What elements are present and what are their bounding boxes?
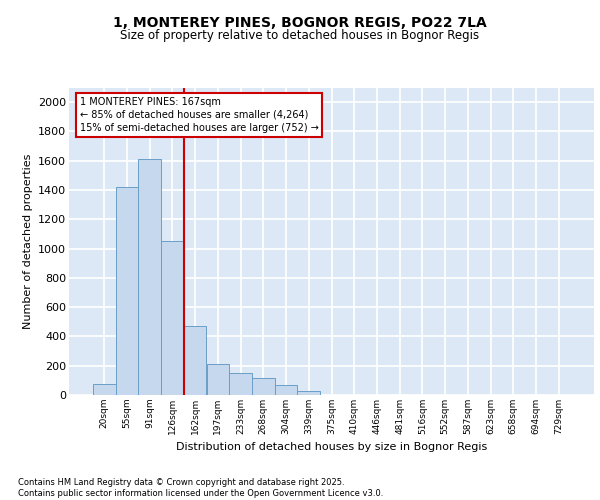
Bar (116, 187, 139, 395)
Y-axis label: Number of detached properties: Number of detached properties (23, 154, 32, 329)
Bar (139, 159, 161, 395)
Bar (184, 326, 206, 395)
Bar (93, 384, 116, 395)
Bar (229, 373, 252, 395)
X-axis label: Distribution of detached houses by size in Bognor Regis: Distribution of detached houses by size … (176, 442, 487, 452)
Bar (252, 378, 275, 395)
Text: 1 MONTEREY PINES: 167sqm
← 85% of detached houses are smaller (4,264)
15% of sem: 1 MONTEREY PINES: 167sqm ← 85% of detach… (79, 96, 319, 133)
Bar (161, 242, 184, 395)
Bar (206, 364, 229, 395)
Text: Size of property relative to detached houses in Bognor Regis: Size of property relative to detached ho… (121, 29, 479, 42)
Text: 1, MONTEREY PINES, BOGNOR REGIS, PO22 7LA: 1, MONTEREY PINES, BOGNOR REGIS, PO22 7L… (113, 16, 487, 30)
Bar (298, 390, 320, 395)
Bar (275, 385, 298, 395)
Text: Contains HM Land Registry data © Crown copyright and database right 2025.
Contai: Contains HM Land Registry data © Crown c… (18, 478, 383, 498)
